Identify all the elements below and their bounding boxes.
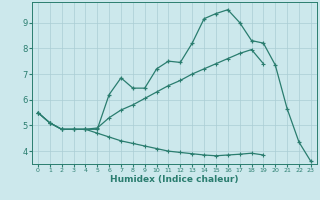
X-axis label: Humidex (Indice chaleur): Humidex (Indice chaleur)	[110, 175, 239, 184]
